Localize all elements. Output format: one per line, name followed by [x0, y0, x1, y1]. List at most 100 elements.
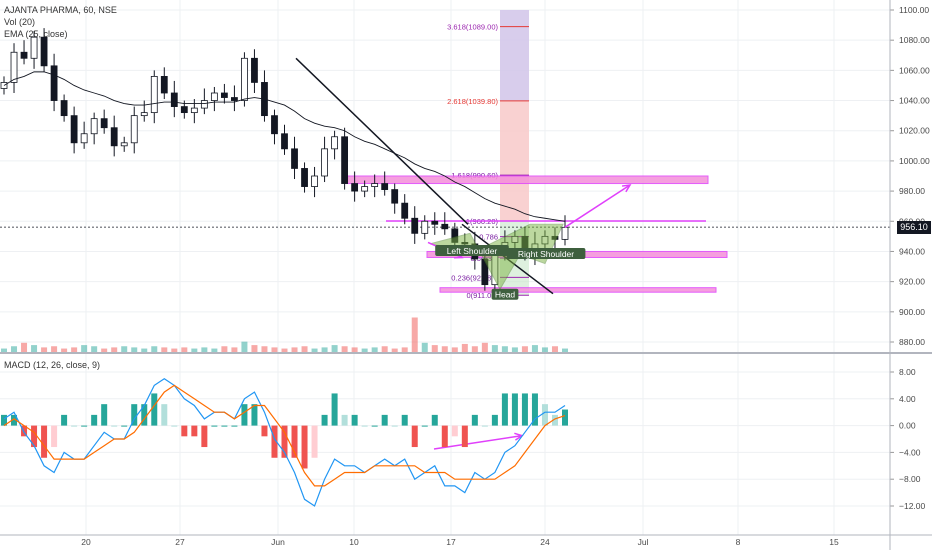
macd-histogram-bar: [71, 425, 78, 427]
candle-body: [301, 168, 308, 187]
candle-body: [311, 175, 318, 187]
candle-body: [70, 115, 78, 144]
macd-histogram-bar: [141, 404, 148, 426]
volume-bar: [311, 348, 318, 352]
volume-bar: [381, 346, 388, 352]
volume-bar: [101, 348, 108, 352]
fib-level-label: 3.618(1089.00): [447, 23, 498, 32]
candle-body: [561, 226, 569, 240]
macd-histogram-bar: [211, 425, 218, 427]
macd-histogram-bar: [461, 425, 468, 448]
time-tick-label: 8: [736, 537, 741, 547]
macd-histogram-bar: [1, 414, 7, 426]
candle-body: [331, 136, 338, 150]
volume-bar: [261, 346, 268, 352]
candle-body: [170, 92, 178, 107]
volume-bar: [531, 345, 538, 352]
volume-bar: [51, 346, 58, 352]
volume-bar: [1, 348, 7, 352]
macd-histogram-bar: [201, 425, 208, 448]
macd-histogram-bar: [161, 404, 168, 426]
volume-bar: [351, 347, 358, 352]
volume-bar: [61, 348, 68, 352]
macd-histogram-bar: [111, 425, 118, 427]
macd-histogram-bar: [61, 414, 68, 426]
macd-histogram-bar: [311, 425, 318, 458]
macd-histogram-bar: [331, 393, 338, 426]
symbol-label: AJANTA PHARMA, 60, NSE: [4, 5, 117, 15]
macd-legend: MACD (12, 26, close, 9): [4, 360, 101, 370]
volume-bar: [441, 346, 448, 352]
macd-histogram-bar: [101, 404, 108, 426]
macd-histogram-bar: [231, 425, 238, 427]
volume-bar: [141, 348, 148, 352]
price-tick-label: 980.00: [899, 186, 925, 196]
macd-layer: [1, 377, 568, 507]
macd-histogram-bar: [411, 425, 418, 448]
candle-body: [441, 223, 449, 230]
candle-body: [130, 115, 138, 144]
candle-body: [150, 76, 158, 114]
time-tick-label: 27: [175, 537, 185, 547]
macd-tick-label: −8.00: [899, 474, 921, 484]
volume-bar: [111, 347, 118, 352]
macd-histogram-bar: [151, 393, 158, 426]
macd-histogram-bar: [431, 414, 438, 426]
target-arrow-head: [621, 184, 632, 193]
volume-legend: Vol (20): [4, 17, 36, 27]
macd-histogram-bar: [351, 414, 358, 426]
price-tick-label: 900.00: [899, 307, 925, 317]
volume-bar: [411, 317, 418, 352]
time-tick-label: 15: [829, 537, 839, 547]
macd-histogram-bar: [321, 414, 328, 426]
volume-bar: [521, 346, 528, 352]
macd-histogram-bar: [562, 409, 568, 426]
volume-bar: [121, 346, 128, 352]
fib-level-label: 0(911.00): [466, 291, 498, 300]
macd-histogram-bar: [521, 393, 528, 426]
volume-bar: [131, 347, 138, 352]
candle-body: [391, 189, 399, 204]
volume-bar: [251, 345, 258, 352]
candle-body: [271, 115, 278, 135]
macd-histogram-bar: [341, 414, 348, 426]
macd-histogram-bar: [551, 414, 558, 426]
volume-bar: [221, 346, 228, 352]
macd-histogram-bar: [301, 425, 308, 469]
ema-legend: EMA (25, close): [4, 29, 68, 39]
candle-body: [20, 51, 28, 59]
ema-layer: [3, 71, 566, 222]
macd-tick-label: −4.00: [899, 447, 921, 457]
volume-bar: [511, 347, 518, 352]
volume-bar: [271, 347, 278, 352]
price-tick-label: 880.00: [899, 337, 925, 347]
candle-body: [50, 65, 58, 101]
candle-body: [60, 100, 68, 117]
macd-histogram-bar: [221, 425, 228, 427]
fib-extension-box: [500, 100, 529, 221]
volume-bar: [501, 346, 508, 352]
macd-tick-label: 8.00: [899, 367, 916, 377]
volume-bar: [71, 347, 78, 352]
candle-body: [30, 36, 38, 59]
candle-body: [381, 183, 389, 190]
price-tick-label: 1060.00: [899, 65, 930, 75]
downtrend-line: [295, 57, 469, 225]
macd-histogram-bar: [261, 425, 268, 437]
macd-histogram-bar: [541, 404, 548, 426]
macd-histogram-bar: [531, 393, 538, 426]
fib-level-label: 0.786: [479, 233, 498, 242]
candle-body: [90, 118, 98, 135]
macd-histogram-bar: [121, 425, 128, 427]
volume-bar: [41, 347, 48, 352]
candle-body: [110, 127, 118, 147]
price-tick-label: 940.00: [899, 246, 925, 256]
macd-histogram-bar: [501, 393, 508, 426]
volume-bar: [541, 347, 548, 352]
macd-histogram-bar: [361, 425, 368, 427]
volume-bar: [21, 342, 28, 352]
macd-divergence-arrow: [433, 434, 523, 450]
price-tick-label: 1080.00: [899, 35, 930, 45]
ema-line: [3, 71, 566, 222]
